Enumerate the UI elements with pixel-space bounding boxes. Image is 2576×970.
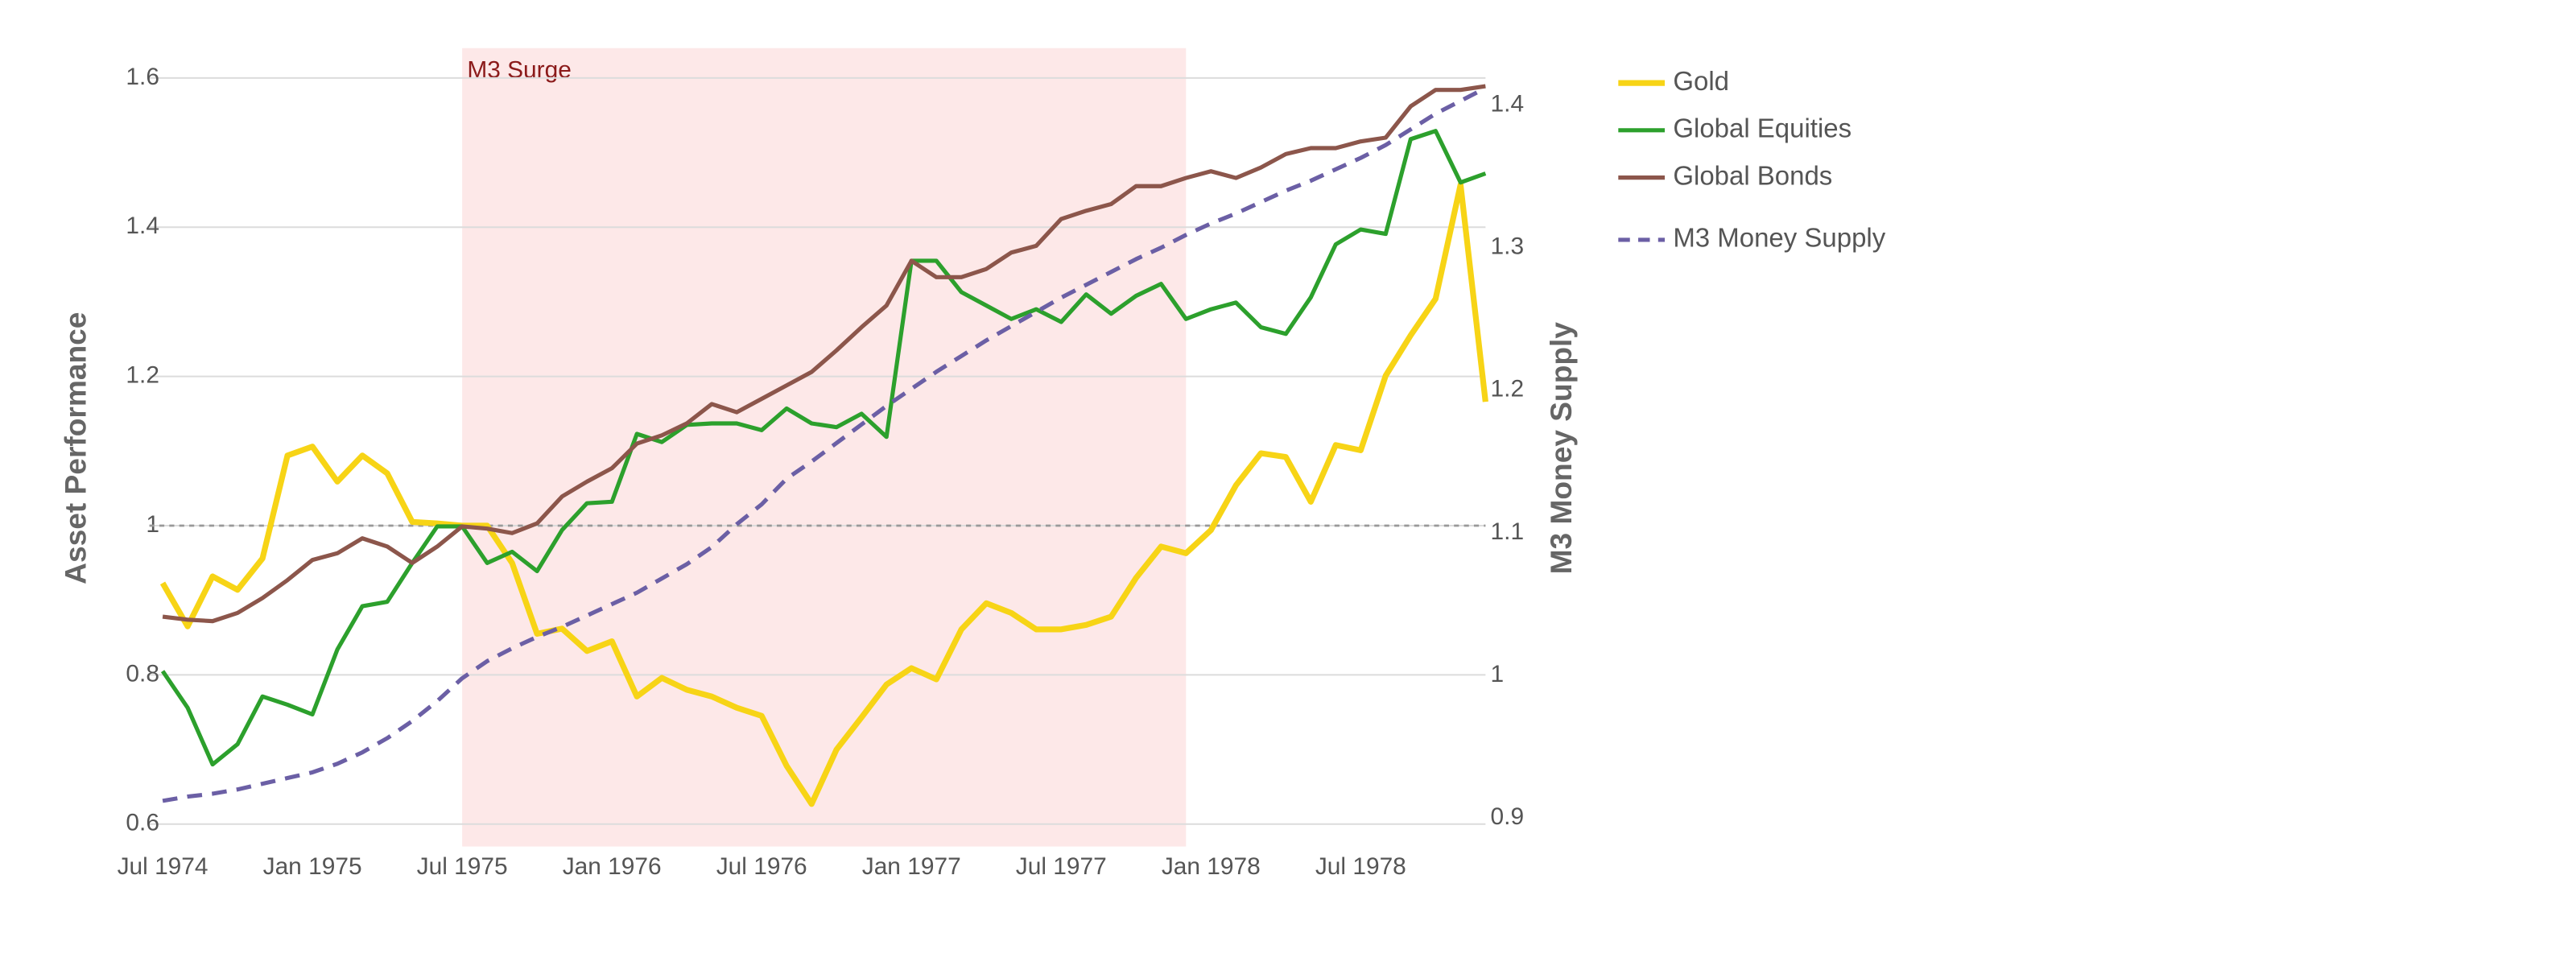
- y-tick-label: 0.8: [126, 660, 159, 687]
- y2-tick-label: 1.1: [1491, 518, 1525, 545]
- series-line: [162, 86, 1487, 803]
- legend-label: Gold: [1673, 66, 1729, 96]
- y2-tick-label: 1.2: [1491, 376, 1525, 402]
- y-tick-label: 1.6: [126, 64, 159, 90]
- x-tick-label: Jul 1978: [1315, 853, 1406, 880]
- x-tick-label: Jan 1978: [1162, 853, 1261, 880]
- x-tick-label: Jul 1975: [417, 853, 508, 880]
- x-tick-label: Jan 1975: [263, 853, 362, 880]
- region-label: M3 Surge: [467, 57, 572, 84]
- shaded-region: [462, 47, 1187, 847]
- y2-tick-label: 1.4: [1491, 91, 1525, 118]
- x-tick-label: Jan 1976: [563, 853, 662, 880]
- x-tick-label: Jul 1977: [1016, 853, 1107, 880]
- x-tick-label: Jul 1974: [118, 853, 208, 880]
- legend-label: Global Bonds: [1673, 160, 1832, 190]
- x-tick-label: Jan 1977: [862, 853, 961, 880]
- series-line: [162, 84, 1486, 624]
- y2-tick-label: 1: [1491, 661, 1505, 687]
- y2-axis-title: M3 Money Supply: [1544, 322, 1578, 575]
- y-tick-label: 0.6: [126, 810, 159, 836]
- y-tick-label: 1.2: [126, 362, 159, 389]
- series-line: [159, 181, 1488, 807]
- legend-label: M3 Money Supply: [1673, 223, 1885, 253]
- series-line: [160, 129, 1487, 767]
- legend-label: Global Equities: [1673, 114, 1852, 143]
- y-tick-label: 1.4: [126, 213, 159, 239]
- x-tick-label: Jul 1976: [716, 853, 807, 880]
- y2-tick-label: 0.9: [1491, 803, 1525, 830]
- y-axis-title: Asset Performance: [59, 312, 93, 584]
- y-tick-label: 1: [146, 511, 159, 538]
- y2-tick-label: 1.3: [1491, 233, 1525, 260]
